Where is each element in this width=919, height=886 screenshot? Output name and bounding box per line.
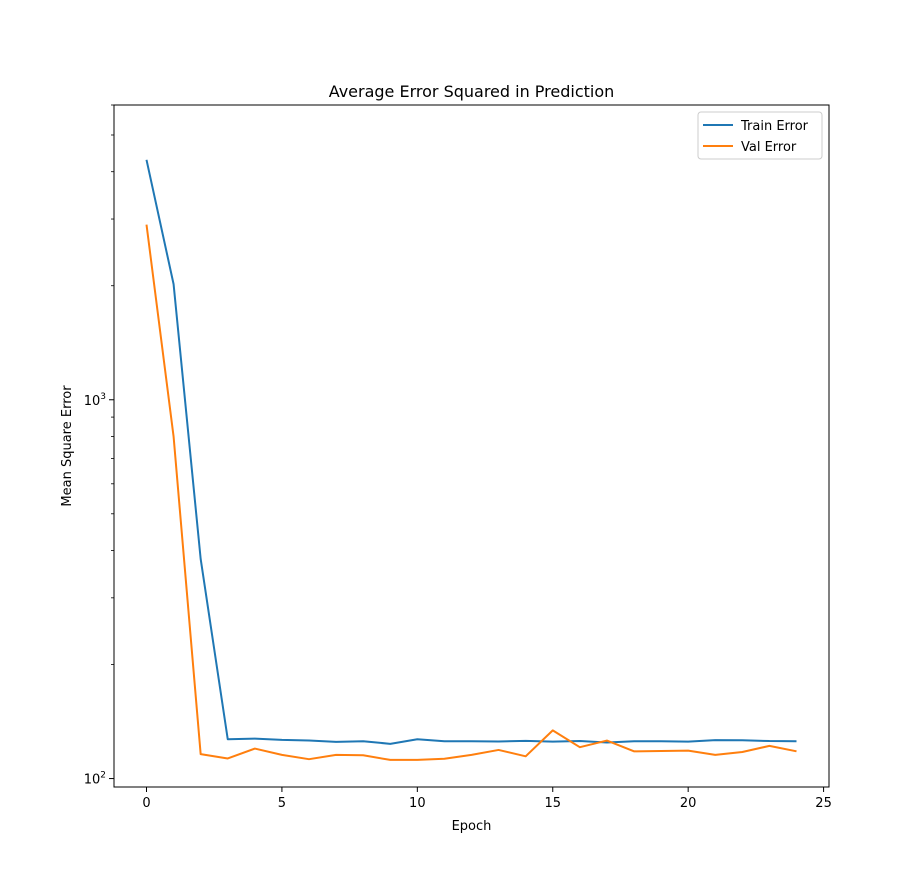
x-axis-label: Epoch bbox=[452, 819, 492, 834]
legend: Train Error Val Error bbox=[697, 111, 823, 160]
x-tick-label: 20 bbox=[680, 796, 697, 811]
legend-label: Val Error bbox=[741, 140, 797, 155]
y-tick-label: 103 bbox=[84, 392, 106, 409]
x-tick-label: 5 bbox=[278, 796, 286, 811]
x-tick-label: 0 bbox=[142, 796, 150, 811]
x-tick-label: 10 bbox=[409, 796, 426, 811]
chart-title: Average Error Squared in Prediction bbox=[329, 82, 615, 101]
y-tick-label: 102 bbox=[84, 771, 106, 788]
series-line-train-error bbox=[145, 159, 797, 745]
legend-box bbox=[697, 111, 823, 160]
y-axis-label: Mean Square Error bbox=[60, 385, 75, 507]
legend-label: Train Error bbox=[740, 119, 809, 134]
axes-frame bbox=[113, 104, 830, 788]
plot-area: 0 5 10 15 20 25 102 103 bbox=[84, 104, 832, 811]
x-tick-label: 25 bbox=[815, 796, 832, 811]
x-tick-label: 15 bbox=[544, 796, 561, 811]
series-line-val-error bbox=[145, 224, 797, 761]
